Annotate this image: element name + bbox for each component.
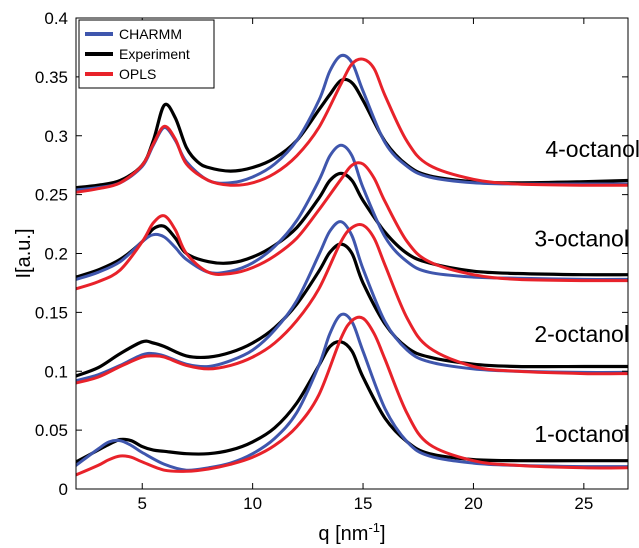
y-tick-label: 0.25 [35, 186, 68, 205]
annotation-1-octanol: 1-octanol [534, 421, 629, 447]
series-3-octanol-opls [76, 161, 628, 291]
y-tick-label: 0.35 [35, 68, 68, 87]
x-tick-label: 5 [138, 494, 147, 513]
series-layer [76, 53, 628, 477]
y-tick-label: 0.1 [44, 362, 68, 381]
y-tick-label: 0 [59, 480, 68, 499]
annotation-3-octanol: 3-octanol [534, 225, 629, 251]
x-tick-label: 25 [574, 494, 593, 513]
y-tick-label: 0.3 [44, 127, 68, 146]
x-axis-label-end: ] [380, 523, 386, 545]
legend-label-experiment: Experiment [119, 46, 190, 62]
annotation-2-octanol: 2-octanol [534, 321, 629, 347]
y-tick-label: 0.15 [35, 303, 68, 322]
x-axis-label-sup: -1 [368, 520, 380, 535]
series-4-octanol-opls [76, 57, 628, 194]
series-2-octanol-charmm [76, 220, 628, 383]
series-2-octanol-opls [76, 222, 628, 385]
series-1-octanol-opls [76, 315, 628, 477]
axis-ticks: 5 10 15 20 25 0 0.05 0.1 0.15 0.2 0.25 0.3 0.35 0.4 [35, 9, 628, 513]
series-2-octanol-experiment [76, 242, 628, 378]
y-tick-label: 0.2 [44, 245, 68, 264]
x-tick-label: 10 [243, 494, 262, 513]
x-tick-label: 20 [464, 494, 483, 513]
y-axis-label: I[a.u.] [13, 228, 35, 278]
legend-label-charmm: CHARMM [119, 26, 182, 42]
x-tick-label: 15 [354, 494, 373, 513]
y-tick-label: 0.4 [44, 9, 68, 28]
series-1-octanol-charmm [76, 312, 628, 472]
x-axis-label: q [nm-1] [318, 520, 385, 545]
series-1-octanol-experiment [76, 340, 628, 464]
legend: CHARMM Experiment OPLS [78, 19, 215, 89]
y-tick-label: 0.05 [35, 421, 68, 440]
series-3-octanol-charmm [76, 143, 628, 281]
annotation-4-octanol: 4-octanol [545, 136, 639, 162]
legend-label-opls: OPLS [119, 66, 156, 82]
curve-annotations: 4-octanol 3-octanol 2-octanol 1-octanol [534, 136, 639, 447]
x-axis-label-main: q [nm [318, 523, 368, 545]
